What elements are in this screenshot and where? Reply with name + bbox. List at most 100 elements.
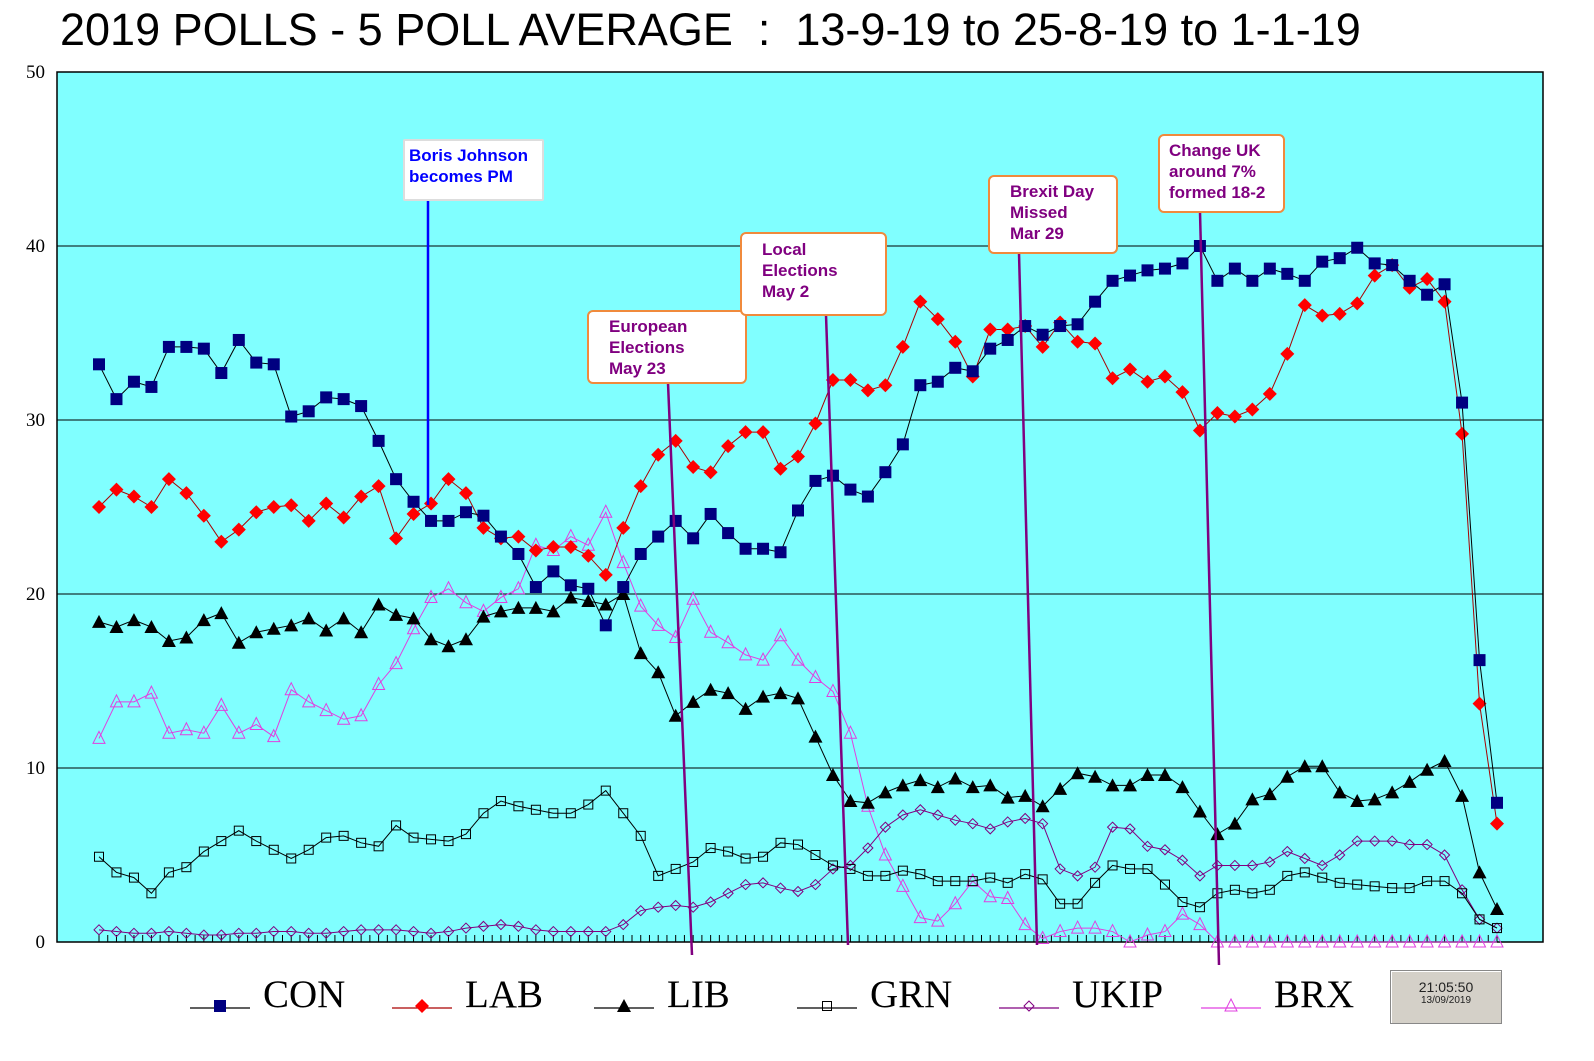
data-point-lab (581, 548, 596, 563)
data-point-grn (478, 808, 489, 819)
data-point-grn (233, 825, 244, 836)
timestamp-box: 21:05:50 13/09/2019 (1390, 970, 1502, 1024)
data-point-ukip (932, 809, 944, 821)
annotation-line: Elections (762, 261, 838, 280)
legend-lib: LIB (667, 973, 730, 1016)
data-point-con (1071, 318, 1084, 331)
data-point-lib (1367, 792, 1382, 806)
data-point-con (1176, 257, 1189, 270)
data-point-lab (109, 482, 124, 497)
annotation-boris-johnson: Boris Johnson becomes PM (403, 139, 544, 201)
data-point-grn (1387, 883, 1398, 894)
data-point-ukip (1036, 817, 1049, 830)
data-point-lab (214, 534, 229, 549)
data-point-grn (513, 801, 524, 812)
data-point-grn (880, 870, 891, 881)
data-point-brx (1035, 930, 1050, 945)
data-point-grn (286, 853, 297, 864)
annotation-line: becomes PM (409, 167, 513, 186)
data-point-lib (493, 604, 508, 618)
data-point-lab (721, 439, 736, 454)
data-point-brx (598, 504, 613, 518)
data-point-ukip (285, 925, 297, 938)
data-point-lib (1105, 778, 1120, 792)
annotation-line: Missed (1010, 203, 1068, 222)
data-point-lab (476, 520, 491, 535)
data-point-ukip (1351, 835, 1363, 847)
data-point-lib (773, 686, 788, 700)
data-point-lab (843, 372, 858, 387)
data-point-lab (756, 425, 771, 440)
data-point-lab (563, 540, 578, 555)
data-point-ukip (320, 927, 332, 940)
annotation-pointer-line (1017, 252, 1039, 946)
data-point-ukip (530, 924, 542, 936)
data-point-brx (301, 693, 316, 708)
data-point-lab (546, 540, 561, 555)
data-point-lab (983, 322, 998, 337)
data-point-grn (723, 846, 734, 857)
data-point-ukip (914, 804, 927, 816)
data-point-grn (1055, 898, 1066, 909)
data-point-lab (1000, 322, 1015, 337)
data-point-grn (1492, 923, 1502, 934)
data-point-ukip (1368, 835, 1381, 847)
data-point-lib (563, 590, 578, 604)
chart-title: 2019 POLLS - 5 POLL AVERAGE : 13-9-19 to… (60, 4, 1361, 55)
data-point-lab (406, 506, 421, 521)
data-point-brx (1123, 933, 1137, 948)
data-point-con (1438, 278, 1451, 291)
data-point-ukip (1229, 859, 1241, 872)
data-point-lib (1018, 788, 1033, 802)
data-point-brx (1402, 933, 1417, 948)
data-point-grn (163, 867, 174, 878)
data-point-brx (1053, 923, 1067, 938)
data-point-con (669, 514, 682, 527)
data-point-grn (932, 876, 943, 887)
data-point-lib (1192, 804, 1207, 818)
data-point-brx (1455, 933, 1469, 948)
legend-grn: GRN (870, 973, 953, 1016)
legend-brx: BRX (1274, 973, 1355, 1016)
data-point-con (704, 507, 717, 520)
data-point-con (984, 342, 997, 355)
data-point-lib (546, 604, 561, 618)
data-point-brx (1385, 933, 1399, 948)
data-point-grn (1457, 888, 1468, 899)
data-point-lab (1245, 402, 1260, 417)
data-point-lab (458, 486, 473, 501)
data-point-lib (179, 630, 194, 644)
legend-con: CON (263, 973, 346, 1016)
data-point-brx (249, 716, 264, 730)
data-point-lab (616, 520, 631, 535)
data-point-ukip (1403, 838, 1416, 851)
data-point-ukip (477, 920, 490, 933)
data-point-lab (1227, 409, 1242, 424)
data-point-brx (1472, 933, 1487, 948)
data-point-lab (1088, 336, 1103, 351)
data-point-grn (1142, 863, 1153, 874)
data-point-ukip (1281, 845, 1294, 858)
data-point-grn (635, 830, 646, 841)
data-point-lab (92, 500, 106, 514)
data-point-lab (948, 334, 963, 349)
series-line-grn (98, 789, 1498, 929)
annotation-european-elections: European Elections May 23 (587, 310, 747, 384)
data-point-grn (775, 837, 786, 848)
data-point-lib (878, 785, 893, 799)
data-point-con (1351, 241, 1364, 254)
data-point-brx (843, 725, 858, 739)
data-point-brx (1140, 926, 1155, 941)
data-point-ukip (547, 925, 560, 938)
data-point-lab (913, 294, 928, 309)
legend-marker-brx (1224, 997, 1238, 1012)
data-point-brx (197, 725, 211, 739)
data-point-grn (408, 832, 419, 843)
data-point-ukip (110, 925, 123, 938)
data-point-brx (354, 707, 368, 722)
data-point-lab (1123, 362, 1138, 377)
data-point-grn (1352, 879, 1363, 890)
data-point-grn (495, 796, 506, 807)
data-point-brx (633, 598, 648, 612)
annotation-line: European (609, 317, 688, 336)
